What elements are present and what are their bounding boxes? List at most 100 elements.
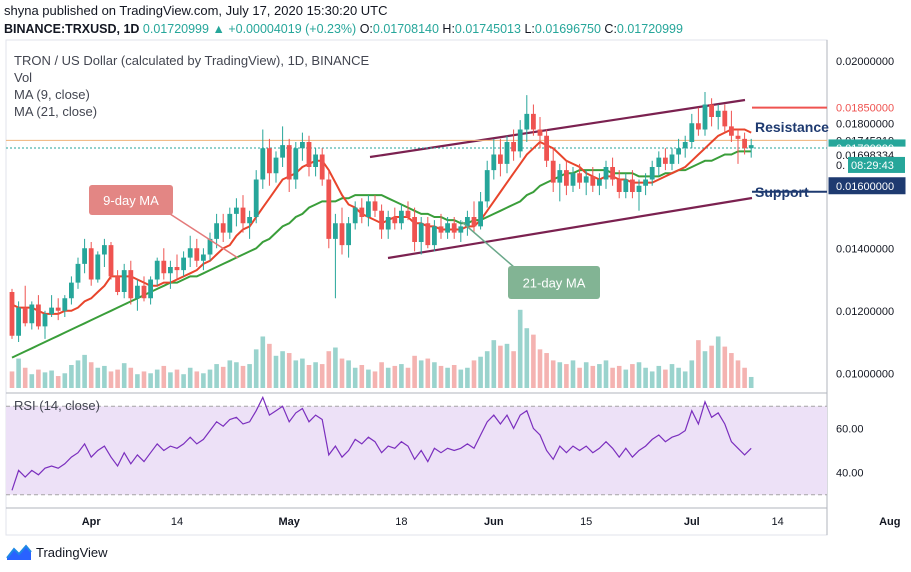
candle-body: [399, 210, 404, 224]
rsi-legend[interactable]: RSI (14, close): [14, 398, 100, 413]
channel-top-line: [369, 98, 746, 159]
volume-bar: [385, 367, 391, 388]
rsi-tick-label: 40.00: [836, 468, 864, 480]
ohlc-header: BINANCE:TRXUSD, 1D 0.01720999 ▲ +0.00004…: [4, 22, 683, 36]
ma9-legend[interactable]: MA (9, close): [14, 87, 90, 102]
volume-bar: [49, 370, 54, 388]
candle-body: [451, 223, 457, 233]
volume-bar: [141, 371, 147, 388]
volume-bar: [709, 345, 714, 388]
candle-body: [504, 142, 510, 164]
high-value: 0.01745013: [454, 22, 521, 36]
nine-day-label-box: [89, 185, 173, 215]
candle-body: [696, 123, 701, 130]
price-tick-label: 0.01000000: [836, 368, 894, 380]
candle-body: [524, 113, 530, 130]
volume-bar: [445, 367, 450, 388]
volume-bar: [319, 364, 325, 388]
volume-bar: [346, 360, 351, 388]
candle-body: [729, 126, 734, 136]
rsi-band-fill: [6, 406, 827, 495]
price-tick-label: 0.02000000: [836, 56, 894, 68]
volume-bar: [300, 358, 305, 388]
volume-bar: [207, 369, 213, 388]
candle-body: [465, 217, 470, 227]
volume-bar: [590, 365, 596, 388]
volume-bar: [88, 362, 94, 388]
candle-body: [385, 217, 391, 230]
volume-bar: [432, 362, 437, 388]
candle-body: [748, 145, 754, 149]
candle-body: [537, 129, 543, 136]
volume-bar: [187, 367, 193, 388]
ma21-line: [11, 150, 752, 359]
volume-bar: [253, 349, 259, 388]
candle-body: [121, 270, 127, 292]
time-tick-label: Jun: [484, 516, 504, 528]
volume-bar: [313, 362, 318, 388]
volume-bar: [544, 353, 549, 388]
candle-body: [742, 138, 747, 149]
up-arrow-icon: ▲: [212, 22, 225, 36]
candle-body: [432, 226, 437, 246]
candle-body: [201, 254, 206, 261]
candle-body: [326, 179, 332, 239]
candle-body: [214, 223, 219, 239]
open-label: O:: [359, 22, 373, 36]
ma21-legend[interactable]: MA (21, close): [14, 104, 98, 119]
candle-body: [234, 207, 239, 214]
twentyone-day-pointer: [461, 221, 523, 275]
volume-bar: [115, 369, 120, 388]
volume-bar: [95, 367, 101, 388]
candle-body: [392, 217, 398, 224]
volume-bar: [75, 360, 81, 388]
tradingview-logo[interactable]: TradingView: [6, 543, 108, 561]
volume-bar: [280, 351, 285, 388]
price-tag-label: 0.01850000: [836, 103, 894, 115]
volume-bar: [82, 354, 87, 388]
volume-bar: [643, 367, 648, 388]
volume-bar: [696, 340, 701, 388]
candle-body: [82, 248, 87, 264]
candle-body: [366, 201, 371, 217]
high-label: H:: [442, 22, 455, 36]
volume-bar: [471, 360, 477, 388]
volume-bar: [682, 371, 688, 388]
twentyone-day-label-text: 21-day MA: [523, 276, 586, 291]
candle-body: [583, 176, 589, 183]
volume-bar: [742, 367, 747, 388]
volume-bar: [372, 371, 378, 388]
volume-bar: [69, 365, 74, 388]
candle-body: [689, 123, 695, 142]
volume-bar: [201, 373, 206, 388]
volume-bar: [623, 369, 629, 388]
volume-bar: [306, 365, 312, 388]
volume-bar: [359, 365, 365, 388]
volume-bar: [491, 340, 497, 388]
volume-bar: [748, 376, 754, 388]
volume-bar: [286, 353, 292, 388]
candle-body: [260, 148, 266, 180]
candle-body: [735, 135, 741, 139]
candle-body: [227, 213, 233, 233]
countdown-label: 08:29:43: [851, 160, 894, 172]
candle-body: [405, 210, 411, 217]
candle-body: [484, 170, 490, 202]
candle-body: [42, 313, 48, 327]
candle-body: [62, 298, 68, 311]
tradingview-logo-icon: [6, 544, 32, 560]
nine-day-label-text: 9-day MA: [103, 193, 159, 208]
candle-body: [88, 248, 94, 280]
volume-bar: [715, 336, 721, 388]
candle-body: [425, 223, 431, 246]
volume-bar: [29, 374, 35, 388]
candle-body: [418, 223, 424, 242]
price-tag-label: 0.01600000: [836, 181, 894, 193]
volume-bar: [405, 367, 411, 388]
volume-bar: [174, 369, 180, 388]
volume-bar: [121, 363, 127, 388]
volume-bar: [498, 345, 503, 388]
resistance-label: Resistance: [755, 119, 829, 135]
volume-bar: [214, 364, 219, 388]
vol-legend[interactable]: Vol: [14, 70, 33, 85]
